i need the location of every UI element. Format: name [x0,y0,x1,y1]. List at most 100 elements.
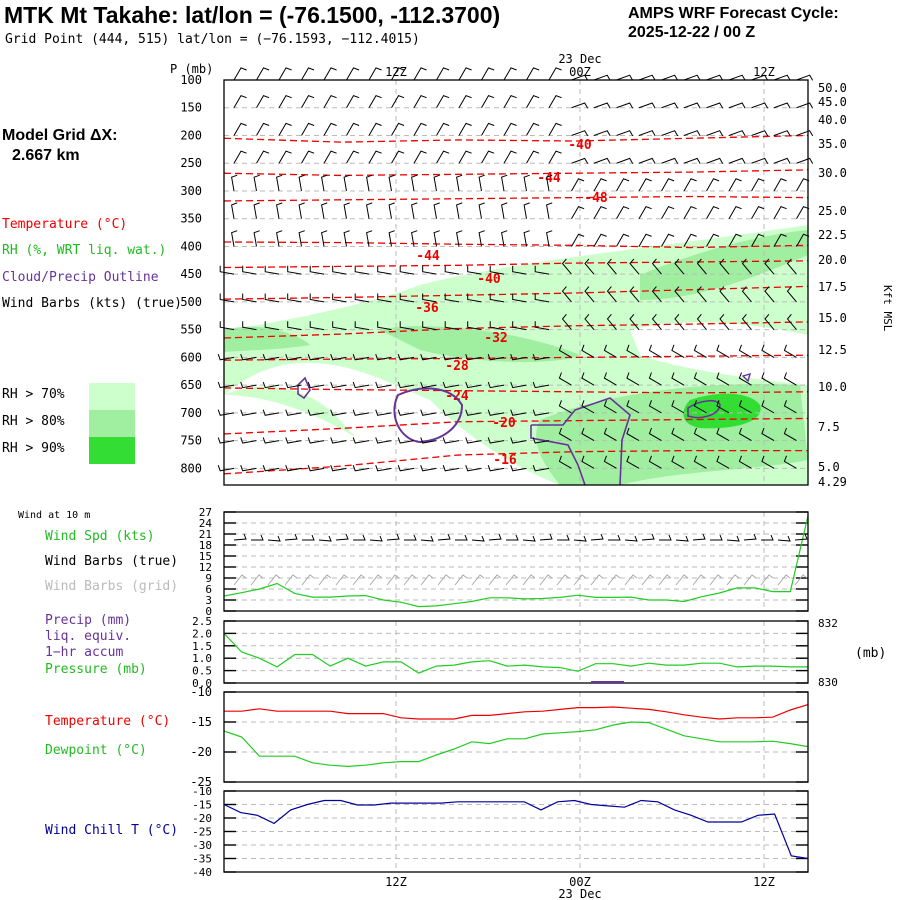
wind-barb [651,286,662,303]
wind-barbs-group [217,67,814,472]
pressure-tick-label: 200 [180,128,202,142]
precip-panel-tick-label: 0.0 [192,677,212,690]
wind-barb [301,94,315,108]
wind-barb [487,437,505,444]
wind-barb [487,409,505,416]
wind-barb [240,381,257,389]
wind-barb [276,174,283,192]
wind-barb [309,265,325,275]
legend-wind-speed: Wind Spd (kts) [45,529,155,544]
wind-barb [693,400,707,414]
wind-barb-grid [250,574,264,586]
wind-barb-grid [471,574,485,586]
wind-barb [368,150,382,164]
wind-barb-grid [743,574,757,586]
wind-barb [285,465,302,472]
windchill-panel-tick-label: -10 [192,785,212,798]
pressure-tick-label: 500 [180,295,202,309]
cloud-outline [530,397,631,486]
wind-barb [278,150,292,164]
wind-barb [276,202,283,219]
temperature-contour [223,417,809,435]
wind-barb-grid [488,574,502,586]
model-grid-label: Model Grid ΔX: [2,127,118,144]
wind-barb [397,437,415,444]
wind-barb [606,286,617,303]
wind-barb [764,258,775,275]
wind-barb-true [675,535,689,542]
temperature-contour-label: -24 [445,389,469,404]
precip-panel-tick-label: 2.0 [192,627,212,640]
wind-barb-grid [794,574,808,586]
height-tick-label: 45.0 [818,95,847,109]
time-tick-label-top: 12Z [753,65,775,79]
temperature-contour-label: -16 [493,453,517,468]
wind-barb [510,381,527,389]
wind-barb [728,157,746,164]
wind-barb [693,372,707,386]
wind-barb [581,372,595,386]
wind-barb [458,67,472,81]
wind-barb [366,230,373,247]
wind-barb [761,344,775,358]
wind-barb [783,344,797,358]
wind-barb [465,381,482,389]
wind-barb-grid [675,574,689,586]
pressure-tick-label: 350 [180,212,202,226]
wind-barb [442,381,460,389]
wind-barb [262,354,280,361]
pressure-tick-label: 750 [180,434,202,448]
wind-barb-grid [454,574,468,586]
forecast-cycle-label: AMPS WRF Forecast Cycle: [628,5,839,22]
wind-barb [397,354,415,361]
wind-barb-true [488,533,502,541]
wind-barb [764,286,775,303]
wind-barb [510,354,527,361]
windchill-panel-tick-label: -40 [192,866,212,879]
wind-barb [346,94,360,108]
wind-barb [501,174,508,192]
wind-barb-grid [539,574,553,586]
wind-barb [584,313,595,330]
wind-barb-true [710,534,723,541]
wind-barb [738,344,752,358]
temperature-contour-label: -20 [492,416,516,431]
wind-barb [674,258,685,275]
wind-barb [751,205,765,219]
wind-barb-true [506,534,519,541]
wind-barb-grid [437,574,451,586]
wind-barb [561,258,572,275]
rh-legend-80-swatch [89,410,135,437]
wind-barb-true [743,533,757,541]
pressure-axis-title: P (mb) [170,62,213,76]
date-label-top: 23 Dec [558,52,601,66]
wind-barb [397,381,415,389]
wind-barb [616,157,634,164]
wind-barb [523,174,530,192]
wind-barb [558,455,572,469]
surface-wind-barbs-grid [233,574,808,586]
wind-barb [233,122,247,136]
wind-barb [696,313,707,330]
windchill-panel-tick-label: -25 [192,826,212,839]
temperature-contour [223,449,808,475]
wind-barb-true [318,535,332,542]
wind-barb [262,381,280,389]
pressure-tick-label: 400 [180,239,202,253]
legend-dewpoint: Dewpoint (°C) [45,743,147,758]
wind-barb [751,130,769,137]
wind-barb [307,437,325,444]
wind-barb [706,178,720,192]
temperature-contour [223,285,809,300]
wind-barb [581,400,595,414]
wind-barb [661,205,675,219]
wind-barb [240,465,257,472]
wind-panel-tick-label: 24 [199,517,213,530]
wind-barb-grid [573,574,587,586]
windchill-panel-tick-label: -15 [192,799,212,812]
wind-barb [683,205,697,219]
wind-barb [422,265,437,275]
wind-barb [503,94,517,108]
wind-barb [648,427,662,442]
wind-barb [638,178,652,192]
